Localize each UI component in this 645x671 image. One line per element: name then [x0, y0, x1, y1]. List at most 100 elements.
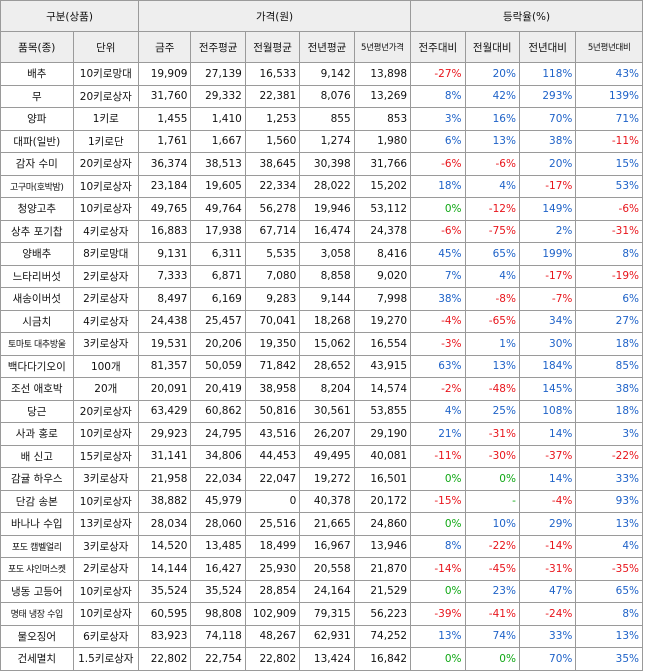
prev-month-price-cell: 67,714	[244, 219, 301, 243]
col-5yr-header: 5년평년가격	[353, 31, 412, 63]
vs-week-change-cell: 38%	[410, 287, 466, 311]
vs-month-change-cell: 0%	[464, 467, 520, 491]
vs-week-change-cell: -4%	[410, 309, 466, 333]
col-item-header: 품목(종)	[0, 31, 74, 63]
prev-week-price-cell: 1,410	[190, 107, 246, 131]
item-cell: 포도 샤인머스켓	[0, 557, 74, 581]
group-category-header: 구분(상품)	[0, 0, 140, 32]
vs-5yr-change-cell: 13%	[575, 624, 643, 648]
five-year-price-cell: 21,870	[353, 557, 412, 581]
vs-month-change-cell: -6%	[464, 152, 520, 176]
five-year-price-cell: 24,860	[353, 512, 412, 536]
vs-week-change-cell: 7%	[410, 264, 466, 288]
item-cell: 대파(일반)	[0, 129, 74, 153]
vs-year-change-cell: 34%	[518, 309, 577, 333]
prev-week-price-cell: 16,427	[190, 557, 246, 581]
table-row: 포도 캠벨얼리 3키로상자 14,520 13,485 18,499 16,967 13,9…	[0, 534, 643, 558]
five-year-price-cell: 53,112	[353, 197, 412, 221]
today-price-cell: 14,520	[138, 534, 192, 558]
five-year-price-cell: 13,946	[353, 534, 412, 558]
vs-week-change-cell: 4%	[410, 399, 466, 423]
unit-cell: 10키로상자	[72, 602, 140, 626]
col-vs-5yr-header: 5년평년대비	[575, 31, 643, 63]
prev-year-price-cell: 18,268	[299, 309, 355, 333]
vs-5yr-change-cell: 18%	[575, 399, 643, 423]
unit-cell: 2키로상자	[72, 264, 140, 288]
prev-year-price-cell: 28,652	[299, 354, 355, 378]
prev-week-price-cell: 24,795	[190, 422, 246, 446]
today-price-cell: 23,184	[138, 174, 192, 198]
today-price-cell: 1,761	[138, 129, 192, 153]
vs-year-change-cell: -31%	[518, 557, 577, 581]
prev-week-price-cell: 17,938	[190, 219, 246, 243]
vs-month-change-cell: -48%	[464, 377, 520, 401]
prev-year-price-cell: 855	[299, 107, 355, 131]
prev-week-price-cell: 13,485	[190, 534, 246, 558]
today-price-cell: 31,760	[138, 84, 192, 108]
unit-cell: 3키로상자	[72, 467, 140, 491]
vs-year-change-cell: -24%	[518, 602, 577, 626]
prev-year-price-cell: 8,204	[299, 377, 355, 401]
vs-week-change-cell: 21%	[410, 422, 466, 446]
table-row: 배 신고 15키로상자 31,141 34,806 44,453 49,495 40,081…	[0, 444, 643, 468]
prev-week-price-cell: 98,808	[190, 602, 246, 626]
vs-5yr-change-cell: 13%	[575, 512, 643, 536]
col-vs-month-header: 전월대비	[464, 31, 520, 63]
five-year-price-cell: 16,554	[353, 332, 412, 356]
item-cell: 건세멸치	[0, 647, 74, 671]
prev-month-price-cell: 1,560	[244, 129, 301, 153]
vs-week-change-cell: 0%	[410, 579, 466, 603]
vs-year-change-cell: 108%	[518, 399, 577, 423]
vs-month-change-cell: 74%	[464, 624, 520, 648]
unit-cell: 3키로상자	[72, 534, 140, 558]
vs-week-change-cell: -2%	[410, 377, 466, 401]
vs-5yr-change-cell: 8%	[575, 602, 643, 626]
prev-year-price-cell: 30,398	[299, 152, 355, 176]
vs-week-change-cell: -14%	[410, 557, 466, 581]
vs-year-change-cell: 149%	[518, 197, 577, 221]
today-price-cell: 9,131	[138, 242, 192, 266]
vs-month-change-cell: 25%	[464, 399, 520, 423]
table-row: 토마토 대추방울 3키로상자 19,531 20,206 19,350 15,062 16,…	[0, 332, 643, 356]
item-cell: 감귤 하우스	[0, 467, 74, 491]
unit-cell: 3키로상자	[72, 332, 140, 356]
col-prev-year-header: 전년평균	[299, 31, 355, 63]
prev-week-price-cell: 6,169	[190, 287, 246, 311]
unit-cell: 20개	[72, 377, 140, 401]
unit-cell: 1.5키로상자	[72, 647, 140, 671]
prev-week-price-cell: 74,118	[190, 624, 246, 648]
prev-month-price-cell: 71,842	[244, 354, 301, 378]
unit-cell: 6키로상자	[72, 624, 140, 648]
prev-year-price-cell: 8,076	[299, 84, 355, 108]
table-row: 명태 냉장 수입 10키로상자 60,595 98,808 102,909 79,315 5…	[0, 602, 643, 626]
vs-year-change-cell: 38%	[518, 129, 577, 153]
vs-year-change-cell: 29%	[518, 512, 577, 536]
prev-year-price-cell: 16,967	[299, 534, 355, 558]
prev-year-price-cell: 26,207	[299, 422, 355, 446]
vs-5yr-change-cell: 71%	[575, 107, 643, 131]
vs-5yr-change-cell: 27%	[575, 309, 643, 333]
prev-month-price-cell: 38,958	[244, 377, 301, 401]
prev-week-price-cell: 1,667	[190, 129, 246, 153]
unit-cell: 10키로상자	[72, 197, 140, 221]
prev-week-price-cell: 49,764	[190, 197, 246, 221]
prev-month-price-cell: 25,516	[244, 512, 301, 536]
vs-month-change-cell: -31%	[464, 422, 520, 446]
table-row: 감귤 하우스 3키로상자 21,958 22,034 22,047 19,272 16,50…	[0, 467, 643, 491]
item-cell: 사과 홍로	[0, 422, 74, 446]
vs-5yr-change-cell: 33%	[575, 467, 643, 491]
prev-week-price-cell: 20,419	[190, 377, 246, 401]
vs-week-change-cell: -6%	[410, 219, 466, 243]
prev-month-price-cell: 56,278	[244, 197, 301, 221]
item-cell: 배추	[0, 62, 74, 86]
prev-year-price-cell: 16,474	[299, 219, 355, 243]
vs-5yr-change-cell: 38%	[575, 377, 643, 401]
prev-year-price-cell: 15,062	[299, 332, 355, 356]
vs-5yr-change-cell: -35%	[575, 557, 643, 581]
item-cell: 감자 수미	[0, 152, 74, 176]
item-cell: 당근	[0, 399, 74, 423]
prev-week-price-cell: 6,311	[190, 242, 246, 266]
prev-month-price-cell: 22,802	[244, 647, 301, 671]
vs-year-change-cell: 14%	[518, 467, 577, 491]
col-vs-week-header: 전주대비	[410, 31, 466, 63]
